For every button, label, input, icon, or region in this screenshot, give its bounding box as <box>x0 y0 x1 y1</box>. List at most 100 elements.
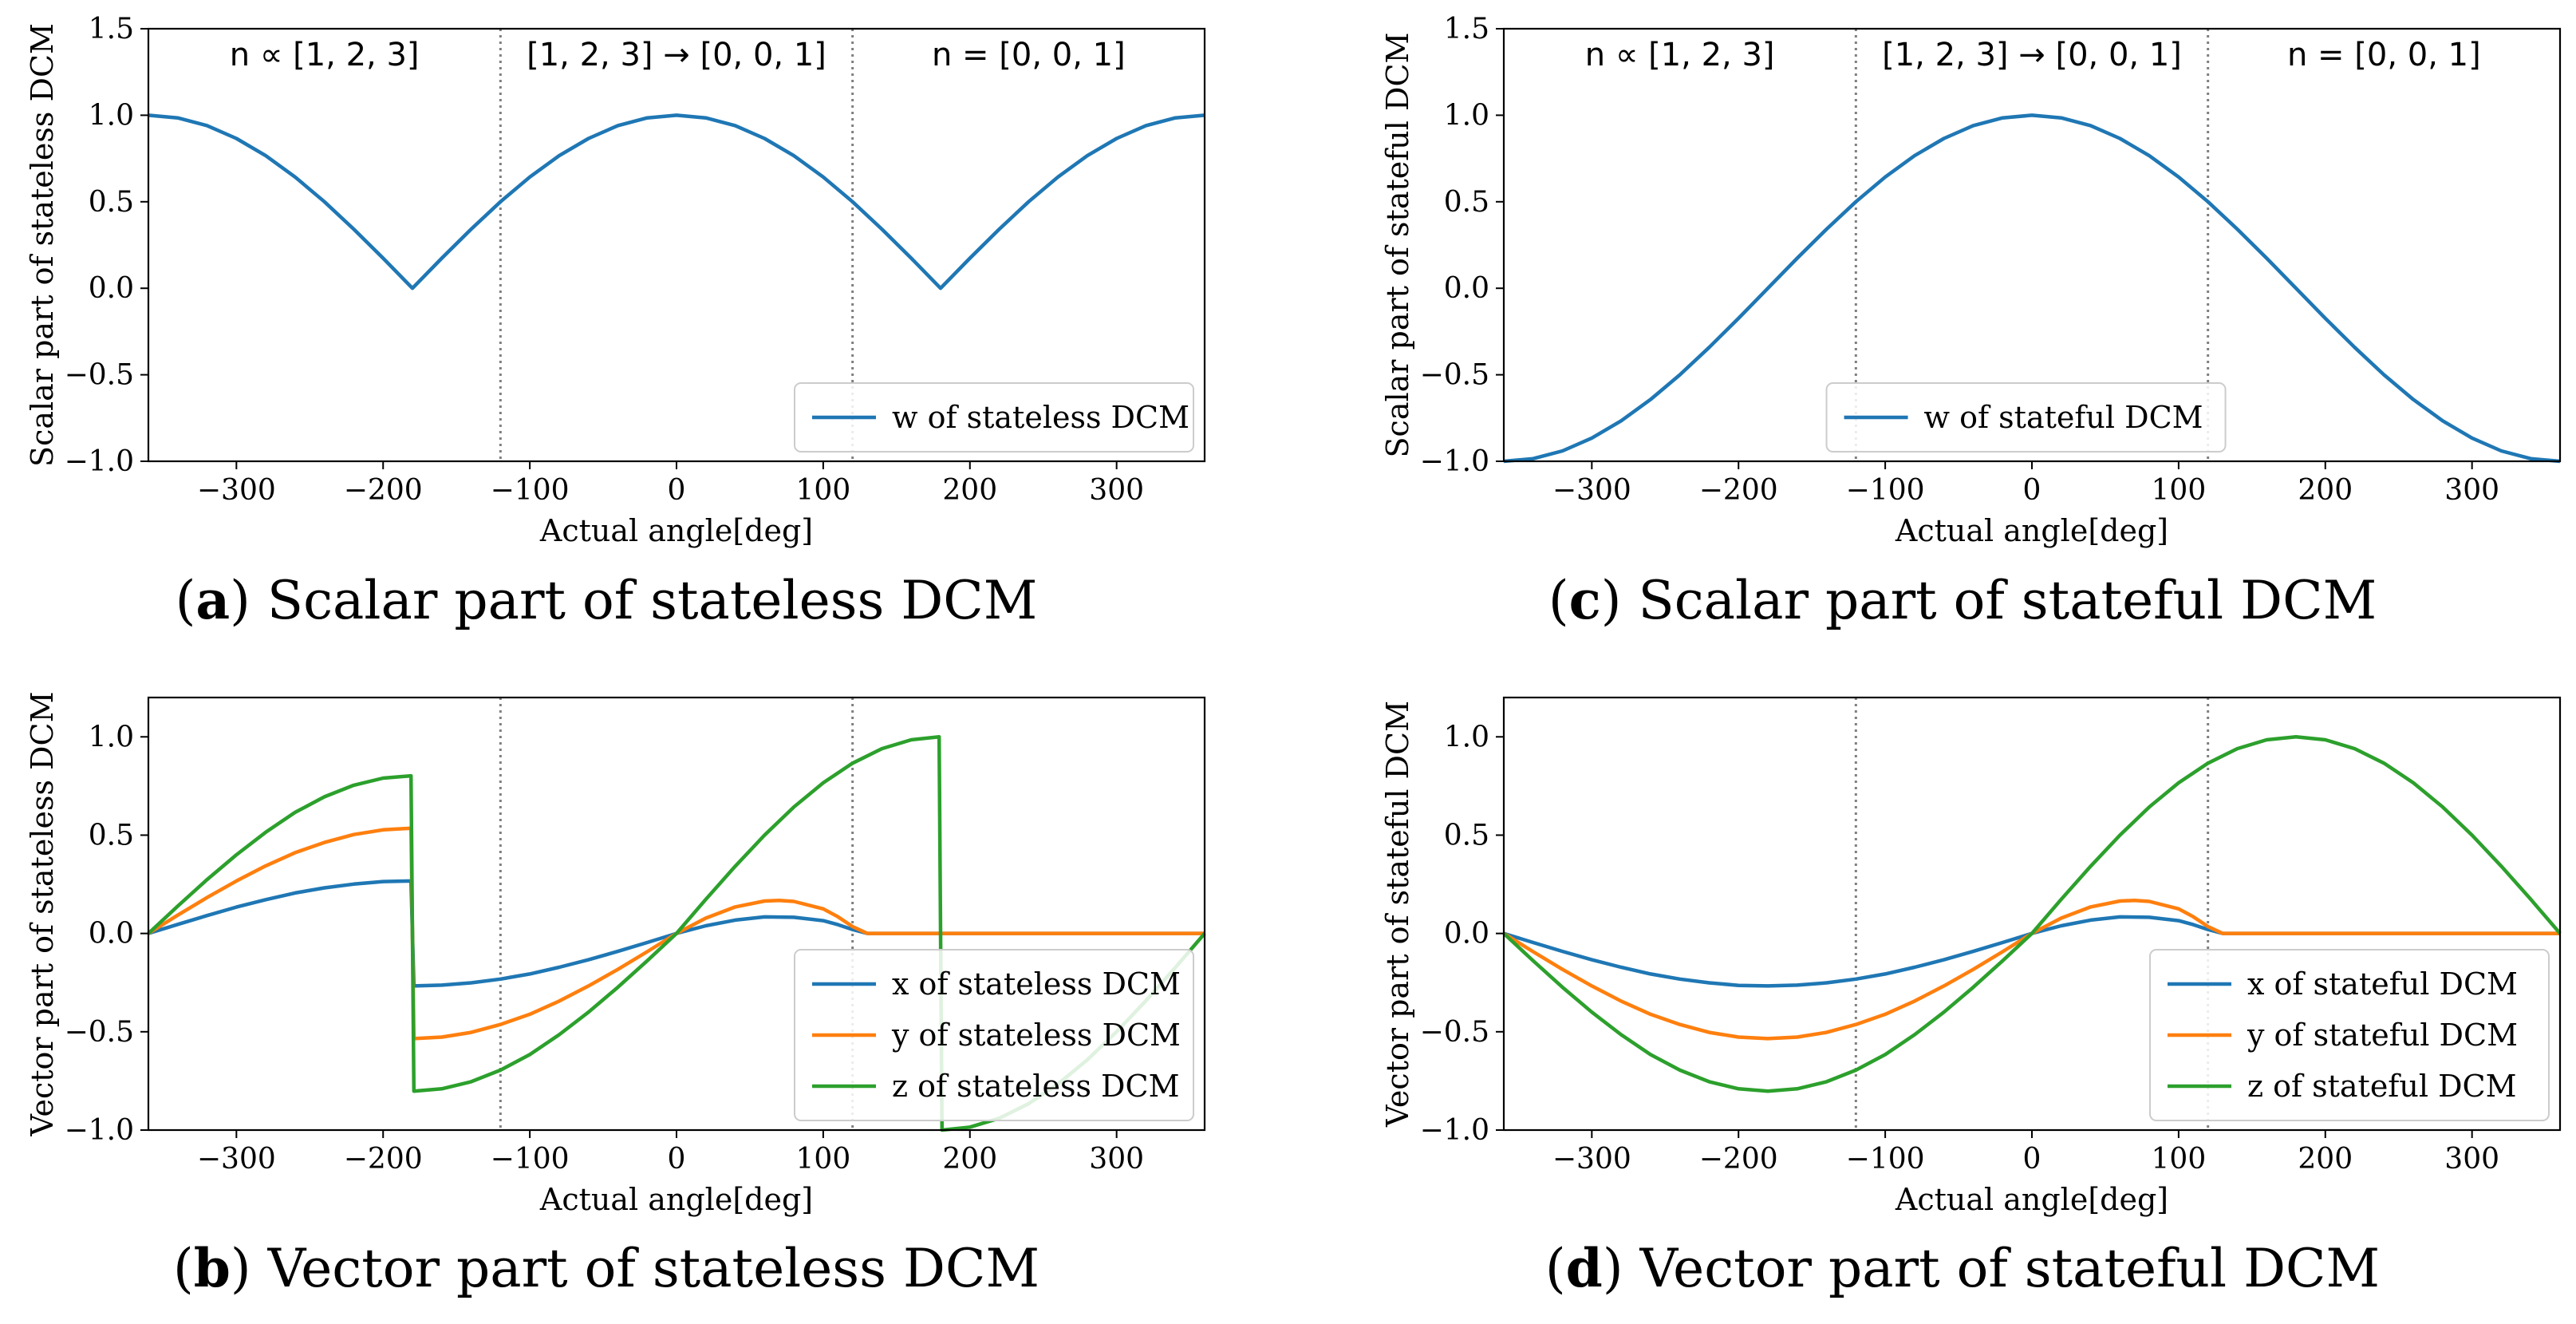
chart-b: −300 −200 −100 0 100 200 300 −1.0 −0.5 0.0 0.5 1.0 A… <box>25 692 1206 1299</box>
y-tick-label: −0.5 <box>65 1016 134 1049</box>
x-tick-label: −200 <box>344 474 423 507</box>
x-tick-label: 100 <box>796 474 851 507</box>
caption-text: Vector part of stateful DCM <box>1639 1238 2381 1299</box>
legend-label-2: y of stateful DCM <box>2247 1018 2518 1053</box>
y-tick-label: −0.5 <box>1420 359 1489 392</box>
y-tick-label: 1.0 <box>1444 99 1489 132</box>
x-tick-label: −300 <box>1552 474 1631 507</box>
region-label-1: n ∝ [1, 2, 3] <box>1585 37 1775 73</box>
caption-paren: ) <box>231 1238 268 1299</box>
x-axis-label: Actual angle[deg] <box>539 1182 813 1217</box>
y-tick-label: 0.5 <box>1444 186 1489 219</box>
x-tick-label: −100 <box>491 474 570 507</box>
legend-label-3: z of stateful DCM <box>2247 1069 2517 1104</box>
caption-paren: ( <box>1548 570 1569 631</box>
legend-label-1: w of stateless DCM <box>892 400 1189 435</box>
caption-paren: ) <box>1601 570 1639 631</box>
legend-box <box>1825 382 2227 453</box>
x-tick-label: −200 <box>344 1143 423 1176</box>
caption-c: (c) Scalar part of stateful DCM <box>1548 569 2377 631</box>
series-line-1 <box>148 113 1205 290</box>
x-tick-label: 200 <box>942 474 997 507</box>
caption-paren: ( <box>176 570 196 631</box>
y-axis-label: Vector part of stateful DCM <box>1380 701 1415 1128</box>
legend: x of stateless DCM y of stateless DCM z of… <box>794 949 1194 1121</box>
x-tick-label: 300 <box>2444 1143 2499 1176</box>
series-line-2 <box>1502 898 2560 1041</box>
y-tick-label: 1.0 <box>1444 721 1489 753</box>
x-axis-label: Actual angle[deg] <box>539 513 813 548</box>
region-label-2: [1, 2, 3] → [0, 0, 1] <box>1882 37 2182 73</box>
legend-box <box>794 949 1194 1121</box>
x-tick-label: 200 <box>2298 474 2353 507</box>
legend-label-2: y of stateless DCM <box>891 1018 1181 1053</box>
caption-paren: ) <box>1603 1238 1640 1299</box>
x-tick-label: 0 <box>668 474 686 507</box>
x-tick-label: −200 <box>1699 1143 1778 1176</box>
x-tick-label: 300 <box>1089 1143 1144 1176</box>
y-tick-label: −0.5 <box>65 359 134 392</box>
y-tick-label: −1.0 <box>1420 1114 1489 1147</box>
y-tick-label: 1.5 <box>1444 13 1489 45</box>
x-tick-label: −300 <box>197 474 276 507</box>
region-label-2: [1, 2, 3] → [0, 0, 1] <box>527 37 826 73</box>
legend: x of stateful DCM y of stateful DCM z of s… <box>2149 949 2550 1121</box>
caption-text: Vector part of stateless DCM <box>267 1238 1039 1299</box>
x-tick-label: −100 <box>491 1143 570 1176</box>
x-tick-label: −100 <box>1846 474 1925 507</box>
legend-box <box>794 382 1194 453</box>
caption-text: Scalar part of stateless DCM <box>267 570 1038 631</box>
legend: w of stateful DCM <box>1825 382 2227 453</box>
region-label-3: n = [0, 0, 1] <box>932 37 1126 73</box>
caption-b: (b) Vector part of stateless DCM <box>173 1237 1039 1299</box>
legend-label-3: z of stateless DCM <box>892 1069 1179 1104</box>
caption-paren: ( <box>1545 1238 1566 1299</box>
x-tick-label: 100 <box>2152 474 2207 507</box>
region-label-3: n = [0, 0, 1] <box>2287 37 2481 73</box>
y-tick-label: 0.0 <box>89 272 134 305</box>
caption-letter: a <box>195 569 230 631</box>
x-tick-label: 100 <box>2152 1143 2207 1176</box>
y-axis-label: Vector part of stateless DCM <box>25 692 60 1137</box>
y-tick-label: −1.0 <box>1420 445 1489 478</box>
y-tick-label: 0.5 <box>89 819 134 852</box>
caption-letter: c <box>1569 569 1601 631</box>
series-line-2 <box>147 826 1205 1041</box>
y-tick-label: 0.0 <box>89 918 134 951</box>
y-tick-label: 0.5 <box>89 186 134 219</box>
y-tick-label: −0.5 <box>1420 1016 1489 1049</box>
caption-letter: d <box>1566 1237 1603 1299</box>
legend-label-1: x of stateless DCM <box>892 966 1181 1002</box>
caption-paren: ( <box>173 1238 194 1299</box>
x-tick-label: −200 <box>1699 474 1778 507</box>
x-tick-label: 300 <box>2444 474 2499 507</box>
y-tick-label: 0.5 <box>1444 819 1489 852</box>
legend-label-1: x of stateful DCM <box>2247 966 2518 1002</box>
y-tick-label: 0.0 <box>1444 272 1489 305</box>
x-axis-label: Actual angle[deg] <box>1895 513 2168 548</box>
y-tick-label: 1.0 <box>89 99 134 132</box>
legend: w of stateless DCM <box>794 382 1194 453</box>
region-label-1: n ∝ [1, 2, 3] <box>230 37 420 73</box>
y-tick-label: −1.0 <box>65 1114 134 1147</box>
x-tick-label: 0 <box>668 1143 686 1176</box>
legend-box <box>2149 949 2550 1121</box>
caption-letter: b <box>194 1237 231 1299</box>
x-tick-label: 100 <box>796 1143 851 1176</box>
caption-text: Scalar part of stateful DCM <box>1639 570 2377 631</box>
y-tick-label: 1.0 <box>89 721 134 753</box>
y-axis-label: Scalar part of stateful DCM <box>1380 33 1415 458</box>
x-tick-label: 0 <box>2023 1143 2041 1176</box>
caption-a: (a) Scalar part of stateless DCM <box>176 569 1038 631</box>
y-tick-label: 0.0 <box>1444 918 1489 951</box>
chart-a: −300 −200 −100 0 100 200 300 −1.0 −0.5 0.0 0.5 1.0 1… <box>25 13 1206 631</box>
y-tick-label: −1.0 <box>65 445 134 478</box>
series-line-1 <box>1503 113 2561 464</box>
chart-c: −300 −200 −100 0 100 200 300 −1.0 −0.5 0.0 0.5 1.0 1… <box>1380 13 2562 631</box>
x-axis-label: Actual angle[deg] <box>1895 1182 2168 1217</box>
x-tick-label: 200 <box>2298 1143 2353 1176</box>
caption-paren: ) <box>230 570 267 631</box>
caption-d: (d) Vector part of stateful DCM <box>1545 1237 2380 1299</box>
legend-label-1: w of stateful DCM <box>1924 400 2203 435</box>
x-tick-label: 200 <box>942 1143 997 1176</box>
